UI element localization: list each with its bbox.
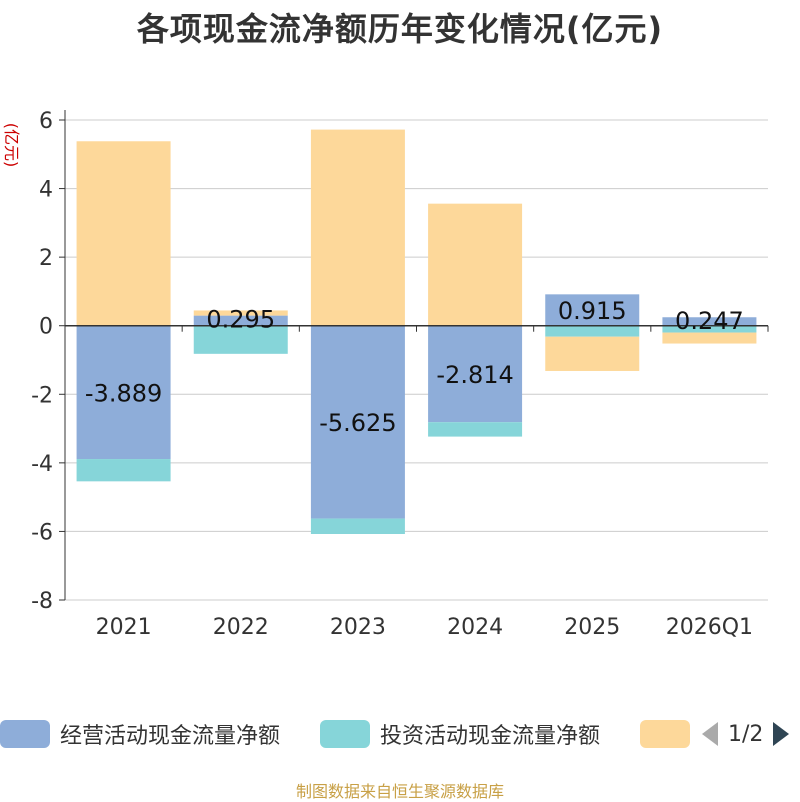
bar-series1-2022 <box>193 325 288 354</box>
bar-series1-2023 <box>310 518 405 534</box>
data-label: -2.814 <box>436 361 513 389</box>
y-tick-label: 2 <box>39 246 53 271</box>
y-tick-label: -6 <box>31 520 53 545</box>
bar-series2-2024 <box>428 203 523 326</box>
legend-pager: 1/2 <box>700 716 791 752</box>
bar-series2-2026Q1 <box>662 332 757 344</box>
x-tick-label: 2023 <box>330 615 386 640</box>
y-axis-title: (亿元) <box>2 123 21 168</box>
legend-swatch-financing <box>640 720 690 748</box>
data-source-note: 制图数据来自恒生聚源数据库 <box>295 782 504 801</box>
bar-series2-2022 <box>193 310 288 316</box>
legend-page-indicator: 1/2 <box>728 721 764 747</box>
bar-series1-2024 <box>428 422 523 437</box>
bar-series1-2021 <box>76 459 171 482</box>
y-tick-label: -2 <box>31 383 53 408</box>
legend-item-operating[interactable]: 经营活动现金流量净额 <box>0 716 280 752</box>
bar-series0-2021 <box>76 325 171 460</box>
x-tick-label: 2026Q1 <box>666 615 753 640</box>
y-tick-label: -8 <box>31 589 53 614</box>
x-tick-label: 2024 <box>447 615 503 640</box>
y-tick-label: -4 <box>31 452 53 477</box>
bar-series0-2024 <box>428 325 523 423</box>
data-label: -5.625 <box>319 409 396 437</box>
bar-series1-2025 <box>545 325 640 337</box>
y-tick-label: 6 <box>39 109 53 134</box>
bar-series0-2026Q1 <box>662 317 757 326</box>
data-label: -3.889 <box>85 379 162 407</box>
x-tick-label: 2021 <box>96 615 152 640</box>
data-label: 0.295 <box>206 306 275 334</box>
bar-series0-2023 <box>310 325 405 519</box>
bar-chart: 6 4 2 0 -2 -4 -6 -8 (亿元) 2021 2022 2023 2024 2025 2026… <box>2 109 769 640</box>
bar-series1-2026Q1 <box>662 325 757 333</box>
data-label: 0.247 <box>675 307 744 335</box>
legend-label-investing: 投资活动现金流量净额 <box>380 724 601 749</box>
bar-series2-2025 <box>545 336 640 371</box>
chart-title: 各项现金流净额历年变化情况(亿元) <box>136 10 664 48</box>
y-tick-label: 4 <box>39 178 53 203</box>
y-tick-label: 0 <box>39 315 53 340</box>
bar-series2-2023 <box>310 129 405 326</box>
legend-item-financing[interactable] <box>640 716 700 752</box>
triangle-right-icon[interactable] <box>771 720 791 748</box>
legend-label-operating: 经营活动现金流量净额 <box>60 724 281 749</box>
legend: 经营活动现金流量净额 投资活动现金流量净额 <box>0 716 800 752</box>
bar-series0-2025 <box>545 294 640 326</box>
legend-item-investing[interactable]: 投资活动现金流量净额 <box>320 716 600 752</box>
data-label: 0.915 <box>558 297 627 325</box>
triangle-left-icon[interactable] <box>700 720 720 748</box>
x-tick-label: 2025 <box>564 615 620 640</box>
legend-swatch-operating <box>0 720 50 748</box>
bar-series2-2021 <box>76 141 171 326</box>
x-tick-label: 2022 <box>213 615 269 640</box>
bar-series0-2022 <box>193 315 288 326</box>
legend-swatch-investing <box>320 720 370 748</box>
